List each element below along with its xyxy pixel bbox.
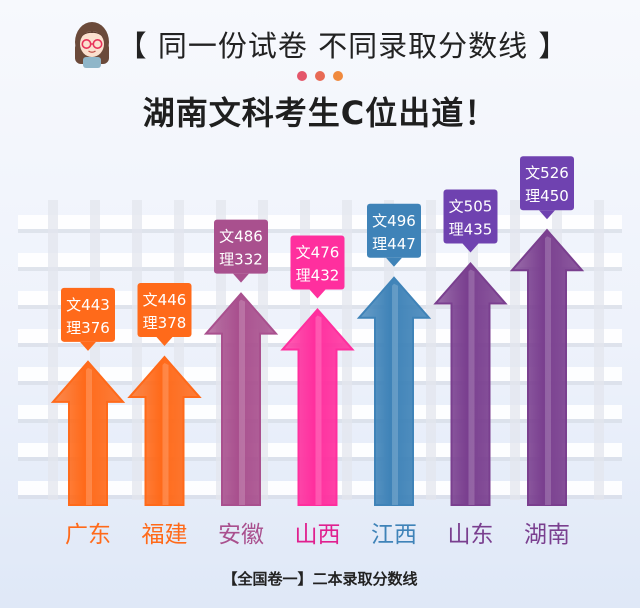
data-label: 文486 理332: [214, 219, 268, 283]
bar-arrow: [127, 355, 202, 506]
data-label: 文476 理432: [290, 235, 345, 299]
data-label-pointer: [309, 289, 326, 299]
data-label-science: 理435: [449, 221, 493, 239]
category-label: 江西: [371, 522, 417, 548]
data-label-science: 理378: [143, 314, 187, 332]
data-label-arts: 文505: [449, 198, 493, 216]
chart-title: 【 同一份试卷 不同录取分数线 】: [117, 29, 569, 63]
category-label: 福建: [142, 522, 188, 548]
bar-arrow-body: [433, 261, 508, 506]
bar-arrow: [203, 292, 279, 506]
data-label-arts: 文443: [66, 296, 110, 314]
decorative-dots: [0, 71, 640, 85]
data-label-arts: 文486: [219, 228, 263, 246]
title-row: 【 同一份试卷 不同录取分数线 】: [0, 16, 640, 72]
grid-pillar: [258, 200, 268, 500]
chart-subtitle: 湖南文科考生C位出道！: [142, 94, 498, 132]
data-label-arts: 文446: [143, 291, 187, 309]
data-label-science: 理376: [66, 319, 110, 337]
bar-arrow: [509, 228, 585, 506]
girl-avatar-icon: [72, 20, 112, 68]
bar-arrow-highlight: [468, 269, 475, 505]
grid-pillar: [48, 200, 58, 500]
grid-band-shadow: [18, 229, 622, 233]
bar-arrow-body: [509, 228, 585, 506]
bar-arrow-body: [127, 355, 202, 506]
grid-pillar: [90, 200, 100, 500]
decorative-dot: [333, 71, 343, 81]
category-label: 山西: [295, 522, 341, 548]
grid-band: [18, 215, 622, 229]
data-label-arts: 文526: [525, 164, 569, 182]
bar-arrow-body: [356, 276, 432, 506]
header: 【 同一份试卷 不同录取分数线 】 湖南文科考生C位出道！: [0, 0, 640, 140]
data-label-science: 理450: [525, 187, 569, 205]
bar-arrow-highlight: [86, 367, 92, 505]
data-label-pointer: [539, 210, 555, 220]
data-label-box: [367, 203, 421, 258]
grid-band-shadow: [18, 305, 622, 309]
data-label: 文496 理447: [367, 203, 421, 267]
bar-arrow-highlight: [239, 299, 245, 505]
chart-caption: 【全国卷一】二本录取分数线: [222, 570, 418, 588]
bar-arrow-highlight: [392, 283, 398, 505]
data-label-box: [214, 219, 268, 274]
data-label: 文446 理378: [137, 283, 192, 347]
category-label: 安徽: [218, 522, 264, 548]
bar-arrow: [356, 276, 432, 506]
grid-pillar: [174, 200, 184, 500]
bar-arrow: [50, 360, 126, 506]
bar-arrow-body: [280, 307, 355, 506]
data-label-box: [61, 287, 115, 342]
data-label-pointer: [462, 243, 479, 253]
bar-arrow-body: [203, 292, 279, 506]
data-label-pointer: [233, 273, 249, 283]
data-label-box: [137, 283, 192, 338]
data-label-box: [443, 189, 498, 244]
bar-arrow-highlight: [162, 363, 169, 505]
category-label: 山东: [448, 522, 494, 548]
category-label: 湖南: [524, 522, 570, 548]
data-label-arts: 文496: [372, 212, 416, 230]
data-label-box: [520, 156, 574, 211]
bar-arrow: [280, 307, 355, 506]
grid-pillar: [594, 200, 604, 500]
grid-pillar: [510, 200, 520, 500]
data-label-arts: 文476: [296, 243, 340, 261]
data-label-box: [290, 235, 345, 290]
data-label: 文505 理435: [443, 189, 498, 253]
bar-arrow-body: [50, 360, 126, 506]
bar-arrow-highlight: [315, 315, 322, 505]
data-label-science: 理447: [372, 235, 416, 253]
bar-arrow-highlight: [545, 236, 551, 505]
data-label: 文443 理376: [61, 287, 115, 351]
data-label-pointer: [386, 257, 402, 267]
bar-arrow: [433, 261, 508, 506]
decorative-dot: [297, 71, 307, 81]
data-label-pointer: [80, 341, 96, 351]
data-label-science: 理332: [219, 251, 263, 269]
grid-pillar: [132, 200, 142, 500]
data-label: 文526 理450: [520, 156, 574, 220]
data-label-pointer: [156, 337, 173, 347]
data-label-science: 理432: [296, 266, 340, 284]
decorative-dot: [315, 71, 325, 81]
category-label: 广东: [65, 522, 111, 548]
grid-pillar: [426, 200, 436, 500]
